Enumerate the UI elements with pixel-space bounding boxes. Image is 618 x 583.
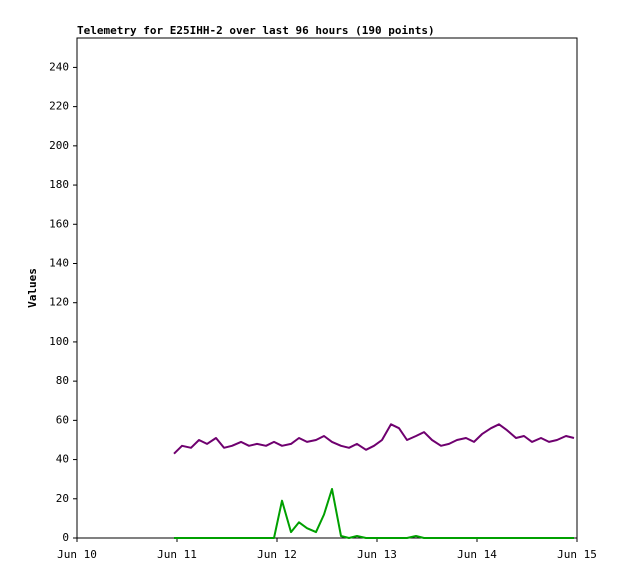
chart-title: Telemetry for E25IHH-2 over last 96 hour…: [77, 24, 435, 37]
x-tick-label: Jun 15: [557, 548, 597, 561]
x-tick-label: Jun 10: [57, 548, 97, 561]
y-axis-label: Values: [26, 268, 39, 308]
y-tick-label: 60: [56, 413, 69, 426]
series-line: [173, 423, 575, 455]
y-tick-label: 80: [56, 374, 69, 387]
y-tick-label: 20: [56, 492, 69, 505]
x-tick-label: Jun 13: [357, 548, 397, 561]
y-tick-label: 160: [49, 217, 69, 230]
y-tick-label: 40: [56, 453, 69, 466]
y-tick-label: 140: [49, 256, 69, 269]
y-tick-label: 180: [49, 178, 69, 191]
x-tick-label: Jun 12: [257, 548, 297, 561]
y-tick-label: 100: [49, 335, 69, 348]
y-tick-label: 220: [49, 100, 69, 113]
y-tick-label: 240: [49, 60, 69, 73]
series-line: [174, 488, 574, 539]
y-tick-label: 0: [62, 531, 69, 544]
x-tick-label: Jun 14: [457, 548, 497, 561]
y-tick-label: 120: [49, 296, 69, 309]
x-tick-label: Jun 11: [157, 548, 197, 561]
y-tick-label: 200: [49, 139, 69, 152]
plot-frame: [76, 37, 578, 539]
